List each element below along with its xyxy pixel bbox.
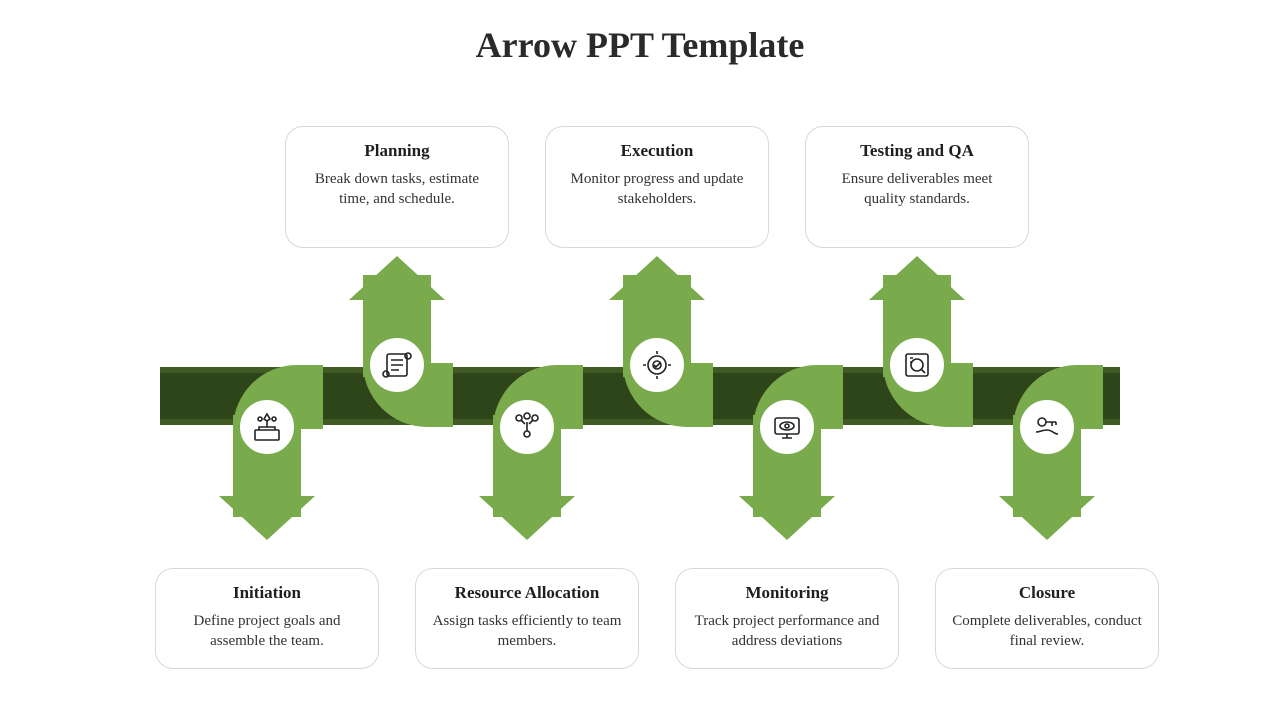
card-heading: Planning: [300, 141, 494, 161]
card-heading: Execution: [560, 141, 754, 161]
info-card: Closure Complete deliverables, conduct fi…: [935, 568, 1159, 669]
info-card: Execution Monitor progress and update sta…: [545, 126, 769, 248]
resource-icon: [498, 398, 556, 456]
card-body: Track project performance and address de…: [690, 611, 884, 652]
arrow-head: [609, 256, 705, 300]
closure-icon: [1018, 398, 1076, 456]
planning-icon: [368, 336, 426, 394]
initiation-icon: [238, 398, 296, 456]
card-heading: Closure: [950, 583, 1144, 603]
info-card: Initiation Define project goals and assem…: [155, 568, 379, 669]
card-body: Monitor progress and update stakeholders…: [560, 169, 754, 210]
card-body: Break down tasks, estimate time, and sch…: [300, 169, 494, 210]
monitoring-icon: [758, 398, 816, 456]
card-body: Define project goals and assemble the te…: [170, 611, 364, 652]
diagram-canvas: Planning Break down tasks, estimate time,…: [0, 0, 1280, 720]
execution-icon: [628, 336, 686, 394]
info-card: Testing and QA Ensure deliverables meet q…: [805, 126, 1029, 248]
info-card: Resource Allocation Assign tasks efficien…: [415, 568, 639, 669]
card-heading: Monitoring: [690, 583, 884, 603]
arrow-head: [349, 256, 445, 300]
arrow-head: [739, 496, 835, 540]
testing-icon: [888, 336, 946, 394]
arrow-head: [869, 256, 965, 300]
arrow-head: [479, 496, 575, 540]
info-card: Monitoring Track project performance and …: [675, 568, 899, 669]
card-heading: Initiation: [170, 583, 364, 603]
arrow-head: [219, 496, 315, 540]
info-card: Planning Break down tasks, estimate time,…: [285, 126, 509, 248]
card-body: Complete deliverables, conduct final rev…: [950, 611, 1144, 652]
card-body: Assign tasks efficiently to team members…: [430, 611, 624, 652]
card-heading: Testing and QA: [820, 141, 1014, 161]
card-heading: Resource Allocation: [430, 583, 624, 603]
arrow-head: [999, 496, 1095, 540]
card-body: Ensure deliverables meet quality standar…: [820, 169, 1014, 210]
